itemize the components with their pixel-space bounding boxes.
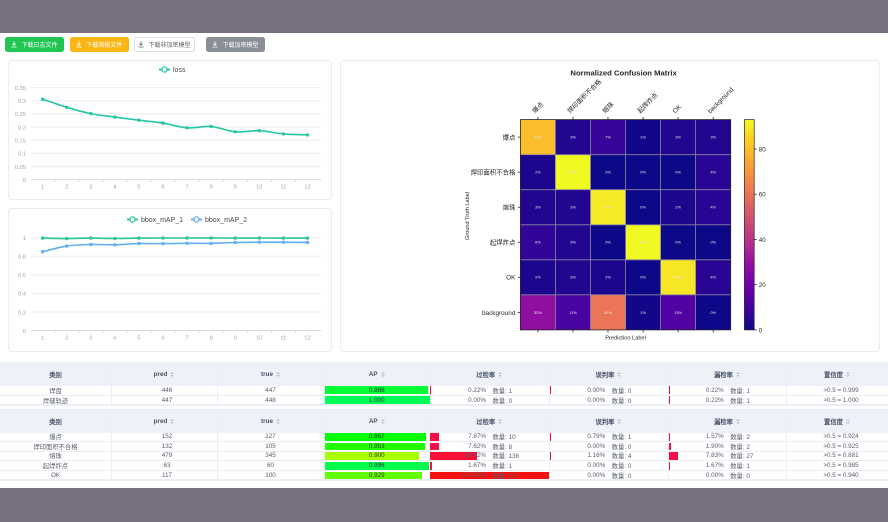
svg-text:0.35: 0.35 bbox=[15, 86, 26, 92]
svg-text:61%: 61% bbox=[604, 310, 612, 315]
svg-text:4%: 4% bbox=[710, 170, 716, 175]
svg-text:8: 8 bbox=[210, 336, 213, 342]
svg-text:9: 9 bbox=[234, 185, 237, 191]
svg-text:60: 60 bbox=[759, 192, 766, 199]
svg-text:0%: 0% bbox=[640, 205, 646, 210]
svg-text:93%: 93% bbox=[569, 170, 577, 175]
svg-text:0%: 0% bbox=[675, 240, 681, 245]
svg-text:12: 12 bbox=[304, 336, 310, 342]
svg-text:0: 0 bbox=[23, 329, 26, 335]
svg-text:Ground Truth Label: Ground Truth Label bbox=[465, 192, 471, 240]
svg-text:0%: 0% bbox=[675, 170, 681, 175]
svg-text:4%: 4% bbox=[710, 275, 716, 280]
svg-text:4: 4 bbox=[113, 336, 117, 342]
svg-text:5: 5 bbox=[137, 336, 140, 342]
svg-text:11: 11 bbox=[280, 336, 286, 342]
svg-text:2: 2 bbox=[65, 336, 68, 342]
svg-text:0.25: 0.25 bbox=[15, 112, 26, 118]
svg-text:4%: 4% bbox=[710, 205, 716, 210]
svg-text:0.3: 0.3 bbox=[18, 99, 26, 105]
svg-text:7%: 7% bbox=[605, 135, 611, 140]
svg-text:3%: 3% bbox=[535, 205, 541, 210]
svg-text:loss: loss bbox=[173, 67, 186, 74]
svg-text:爆点: 爆点 bbox=[503, 133, 516, 142]
svg-text:熔珠: 熔珠 bbox=[600, 99, 616, 115]
svg-text:0.15: 0.15 bbox=[15, 139, 26, 145]
svg-text:0%: 0% bbox=[710, 310, 716, 315]
svg-text:7: 7 bbox=[185, 336, 188, 342]
svg-text:40: 40 bbox=[759, 237, 766, 244]
svg-text:32%: 32% bbox=[534, 310, 542, 315]
svg-text:93%: 93% bbox=[639, 240, 647, 245]
svg-text:background: background bbox=[707, 86, 736, 115]
svg-text:6: 6 bbox=[161, 185, 164, 191]
svg-text:OK: OK bbox=[506, 275, 516, 282]
svg-text:4: 4 bbox=[113, 185, 117, 191]
svg-text:0.2: 0.2 bbox=[18, 125, 26, 131]
svg-text:爆点: 爆点 bbox=[530, 99, 546, 115]
svg-text:0%: 0% bbox=[605, 240, 611, 245]
svg-text:3%: 3% bbox=[710, 135, 716, 140]
svg-text:8: 8 bbox=[210, 185, 213, 191]
svg-text:0: 0 bbox=[23, 178, 26, 184]
svg-text:12: 12 bbox=[304, 185, 310, 191]
svg-text:bbox_mAP_1: bbox_mAP_1 bbox=[141, 217, 183, 224]
svg-text:0.8: 0.8 bbox=[18, 255, 26, 261]
svg-text:3%: 3% bbox=[675, 135, 681, 140]
svg-text:2%: 2% bbox=[605, 275, 611, 280]
svg-text:Prediction Label: Prediction Label bbox=[605, 336, 646, 342]
svg-text:10: 10 bbox=[256, 336, 262, 342]
svg-text:5: 5 bbox=[137, 185, 140, 191]
svg-text:3%: 3% bbox=[570, 135, 576, 140]
svg-text:2%: 2% bbox=[535, 170, 541, 175]
svg-text:0.1: 0.1 bbox=[18, 152, 26, 158]
svg-text:0%: 0% bbox=[640, 275, 646, 280]
svg-text:13%: 13% bbox=[674, 310, 682, 315]
svg-text:焊印面积不合格: 焊印面积不合格 bbox=[471, 168, 516, 177]
svg-text:1%: 1% bbox=[640, 310, 646, 315]
svg-text:81%: 81% bbox=[534, 135, 542, 140]
svg-text:7: 7 bbox=[185, 185, 188, 191]
svg-text:2%: 2% bbox=[535, 275, 541, 280]
svg-text:89%: 89% bbox=[674, 275, 682, 280]
svg-text:20: 20 bbox=[759, 282, 766, 289]
svg-text:起焊炸点: 起焊炸点 bbox=[490, 238, 516, 247]
svg-text:background: background bbox=[482, 310, 516, 317]
svg-text:0%: 0% bbox=[710, 240, 716, 245]
svg-text:0%: 0% bbox=[605, 170, 611, 175]
svg-text:Normalized Confusion Matrix: Normalized Confusion Matrix bbox=[570, 69, 677, 78]
svg-text:焊印面积不合格: 焊印面积不合格 bbox=[565, 77, 603, 115]
svg-text:1: 1 bbox=[41, 336, 44, 342]
svg-text:OK: OK bbox=[672, 103, 684, 115]
svg-text:3: 3 bbox=[89, 336, 92, 342]
svg-text:11: 11 bbox=[280, 185, 286, 191]
svg-text:6%: 6% bbox=[535, 240, 541, 245]
svg-text:0%: 0% bbox=[640, 170, 646, 175]
svg-text:0: 0 bbox=[759, 327, 763, 334]
svg-text:熔珠: 熔珠 bbox=[503, 203, 516, 212]
svg-text:1: 1 bbox=[23, 236, 26, 242]
svg-text:3%: 3% bbox=[570, 275, 576, 280]
svg-text:1%: 1% bbox=[640, 135, 646, 140]
svg-text:11%: 11% bbox=[569, 310, 577, 315]
svg-text:2: 2 bbox=[65, 185, 68, 191]
svg-text:0.4: 0.4 bbox=[18, 292, 27, 298]
svg-text:1: 1 bbox=[41, 185, 44, 191]
svg-text:0.6: 0.6 bbox=[18, 273, 26, 279]
svg-text:0.05: 0.05 bbox=[15, 165, 26, 171]
svg-text:90%: 90% bbox=[604, 205, 612, 210]
svg-text:10: 10 bbox=[256, 185, 262, 191]
svg-text:0.2: 0.2 bbox=[18, 310, 26, 316]
svg-text:2%: 2% bbox=[675, 205, 681, 210]
svg-text:3: 3 bbox=[89, 185, 92, 191]
svg-text:3%: 3% bbox=[570, 240, 576, 245]
svg-text:80: 80 bbox=[759, 146, 766, 153]
svg-text:起焊炸点: 起焊炸点 bbox=[635, 90, 660, 115]
svg-text:6: 6 bbox=[161, 336, 164, 342]
svg-text:3%: 3% bbox=[570, 205, 576, 210]
svg-text:bbox_mAP_2: bbox_mAP_2 bbox=[205, 217, 247, 224]
svg-text:9: 9 bbox=[234, 336, 237, 342]
